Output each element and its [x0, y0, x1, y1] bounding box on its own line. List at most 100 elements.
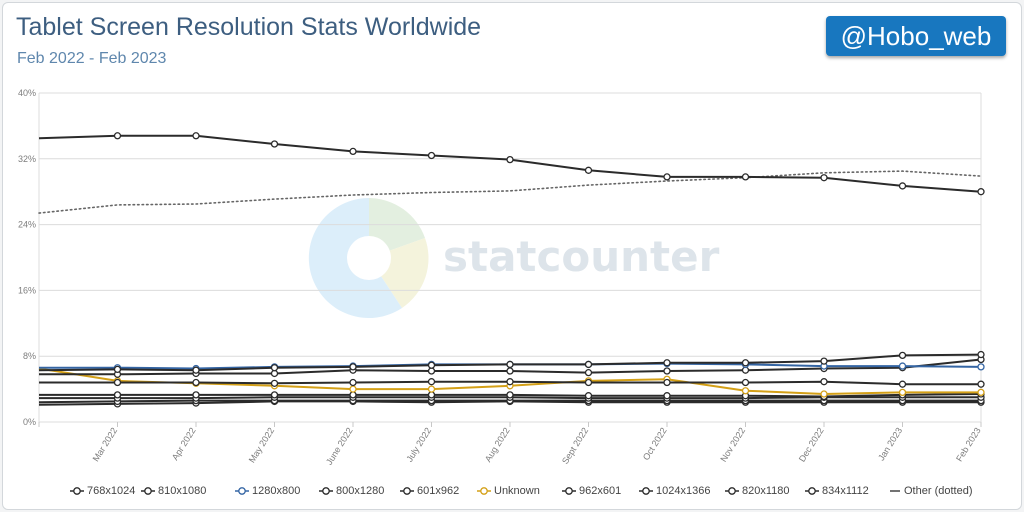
- legend-label: 1280x800: [252, 485, 301, 498]
- data-point[interactable]: [741, 378, 750, 387]
- data-point[interactable]: [663, 173, 671, 181]
- legend-swatch: [70, 487, 84, 495]
- hobo-web-handle-badge[interactable]: @Hobo_web: [826, 16, 1006, 56]
- data-point[interactable]: [898, 380, 907, 388]
- data-point[interactable]: [427, 378, 436, 386]
- legend-swatch-marker: [322, 487, 330, 495]
- legend-swatch-marker: [144, 487, 152, 495]
- data-point[interactable]: [427, 361, 436, 369]
- legend-item[interactable]: 810x1080: [141, 485, 206, 497]
- data-point[interactable]: [820, 378, 828, 386]
- x-tick-label: Aug 2022: [483, 426, 512, 464]
- data-point[interactable]: [977, 388, 985, 397]
- data-point[interactable]: [898, 388, 907, 397]
- x-tick-label: June 2022: [324, 426, 355, 467]
- data-point[interactable]: [349, 147, 357, 156]
- data-point[interactable]: [113, 365, 122, 374]
- legend-label: Unknown: [494, 485, 540, 498]
- data-point[interactable]: [820, 357, 828, 365]
- data-point[interactable]: [349, 391, 357, 399]
- data-point[interactable]: [898, 362, 907, 370]
- data-point[interactable]: [192, 366, 200, 374]
- legend-item[interactable]: Other (dotted): [889, 485, 972, 497]
- data-point[interactable]: [270, 391, 279, 399]
- legend-swatch-marker: [642, 487, 650, 495]
- data-point[interactable]: [898, 182, 907, 190]
- data-point[interactable]: [270, 364, 279, 372]
- data-point[interactable]: [113, 391, 122, 399]
- data-point[interactable]: [584, 378, 593, 387]
- data-point[interactable]: [584, 166, 593, 174]
- data-point[interactable]: [584, 368, 593, 377]
- data-point[interactable]: [741, 366, 750, 374]
- data-point[interactable]: [663, 367, 671, 375]
- watermark-text: statcounter: [443, 232, 720, 281]
- data-point[interactable]: [427, 367, 436, 375]
- series-0: [38, 132, 985, 196]
- data-point[interactable]: [427, 385, 436, 393]
- data-point[interactable]: [741, 173, 750, 181]
- data-point[interactable]: [113, 378, 122, 387]
- data-point[interactable]: [270, 379, 279, 387]
- data-point[interactable]: [270, 369, 279, 378]
- data-point[interactable]: [584, 360, 593, 369]
- legend-swatch: [400, 487, 414, 495]
- series-line: [38, 134, 982, 193]
- data-point[interactable]: [113, 132, 122, 140]
- data-point[interactable]: [192, 378, 200, 387]
- data-point[interactable]: [584, 392, 593, 400]
- legend-swatch-marker: [480, 487, 488, 495]
- data-point[interactable]: [349, 363, 357, 371]
- y-tick-label: 16%: [18, 285, 36, 295]
- x-tick-label: Mar 2022: [91, 426, 120, 464]
- data-point[interactable]: [663, 378, 671, 387]
- data-point[interactable]: [663, 392, 671, 400]
- x-tick-label: Nov 2022: [718, 426, 747, 464]
- legend-item[interactable]: 800x1280: [319, 485, 384, 497]
- data-point[interactable]: [349, 378, 357, 387]
- legend-item[interactable]: 962x601: [562, 485, 621, 497]
- data-point[interactable]: [427, 391, 436, 399]
- data-point[interactable]: [506, 367, 514, 375]
- y-tick-label: 32%: [18, 154, 36, 164]
- data-point[interactable]: [741, 359, 750, 367]
- legend-item[interactable]: 1024x1366: [639, 485, 710, 497]
- data-point[interactable]: [898, 351, 907, 360]
- data-point[interactable]: [820, 174, 828, 182]
- data-point[interactable]: [977, 350, 985, 359]
- y-axis: 0% 8% 16% 24% 32% 40%: [18, 88, 36, 427]
- data-point[interactable]: [977, 363, 985, 371]
- data-point[interactable]: [506, 378, 514, 386]
- statcounter-watermark: statcounter: [308, 197, 720, 318]
- legend-swatch: [639, 487, 653, 495]
- legend-item[interactable]: 768x1024: [70, 485, 135, 497]
- series-lines: [38, 132, 985, 408]
- data-point[interactable]: [663, 359, 671, 367]
- data-point[interactable]: [506, 360, 514, 369]
- series-line: [38, 170, 982, 214]
- legend-item[interactable]: Unknown: [477, 485, 540, 497]
- legend-swatch-marker: [73, 487, 81, 495]
- data-point[interactable]: [977, 188, 985, 196]
- data-point[interactable]: [506, 391, 514, 399]
- chart-subtitle: Feb 2022 - Feb 2023: [17, 50, 167, 67]
- legend-item[interactable]: 1280x800: [235, 485, 300, 497]
- data-point[interactable]: [977, 380, 985, 388]
- data-point[interactable]: [349, 385, 357, 393]
- data-point[interactable]: [270, 140, 279, 148]
- data-point[interactable]: [192, 132, 200, 140]
- data-point[interactable]: [820, 390, 828, 398]
- data-point[interactable]: [427, 151, 436, 160]
- data-point[interactable]: [192, 391, 200, 399]
- legend-swatch: [477, 487, 491, 495]
- legend-item[interactable]: 834x1112: [805, 485, 869, 497]
- legend-swatch-marker: [565, 487, 573, 495]
- x-tick-label: Apr 2022: [170, 426, 198, 462]
- legend-item[interactable]: 820x1180: [725, 485, 790, 497]
- legend: 768x1024 810x1080 1280x800 800x1280 601x962 U…: [0, 485, 1024, 503]
- legend-label: 601x962: [417, 485, 460, 498]
- series-1: [38, 350, 985, 374]
- data-point[interactable]: [741, 387, 750, 395]
- data-point[interactable]: [506, 155, 514, 164]
- legend-item[interactable]: 601x962: [400, 485, 459, 497]
